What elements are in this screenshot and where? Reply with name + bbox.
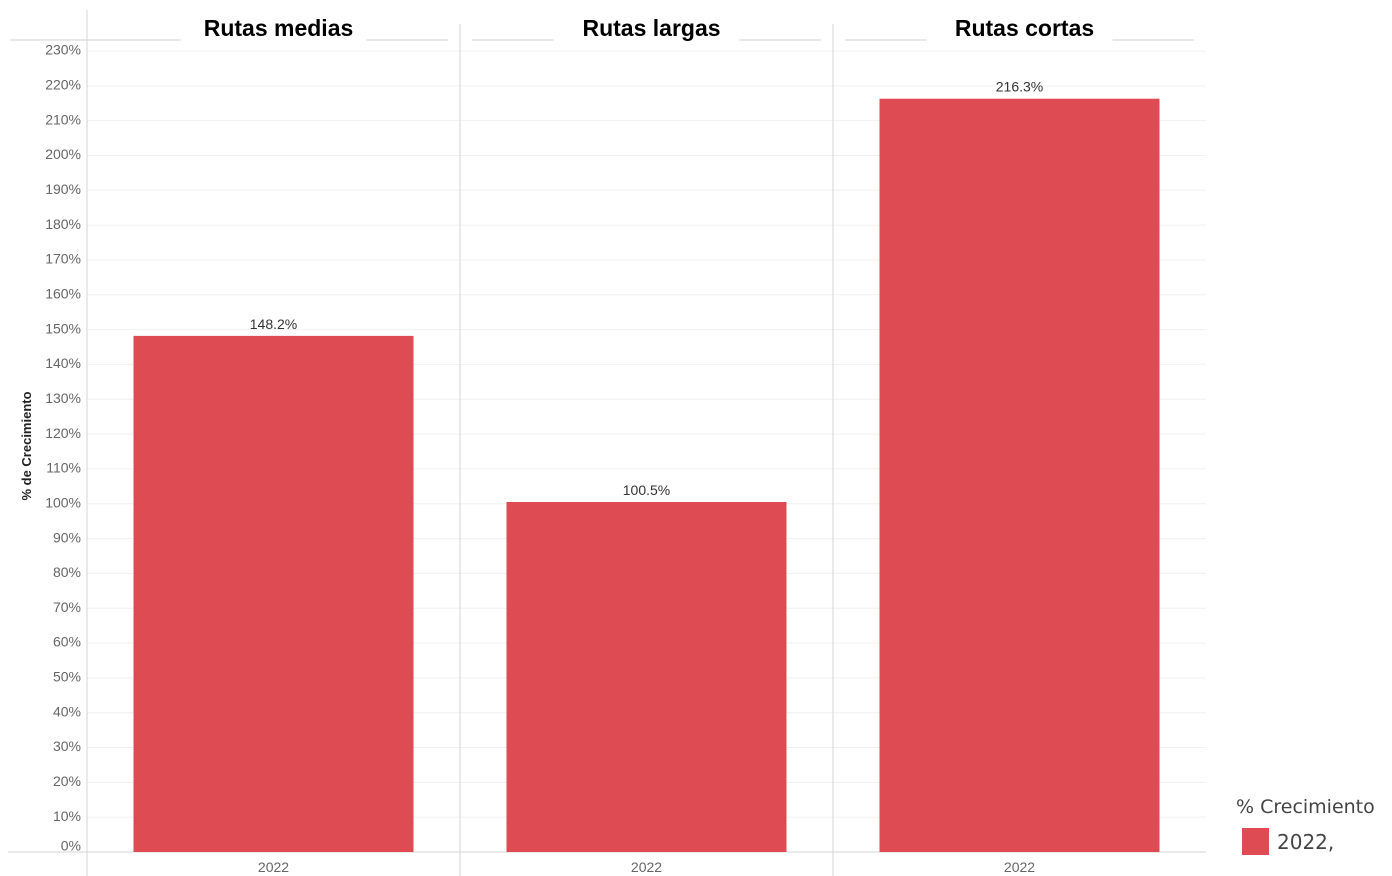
y-tick-label: 140% — [45, 355, 81, 371]
y-tick-label: 120% — [45, 425, 81, 441]
y-tick-label: 0% — [61, 838, 81, 854]
bar — [133, 335, 414, 852]
panel-title: Rutas largas — [582, 15, 720, 41]
x-axis-ticks: 2022 2022 2022 — [258, 859, 1035, 875]
y-tick-label: 20% — [53, 773, 81, 789]
y-tick-label: 30% — [53, 738, 81, 754]
bar — [879, 98, 1160, 853]
y-tick-label: 230% — [45, 42, 81, 58]
y-tick-label: 100% — [45, 494, 81, 510]
y-tick-label: 10% — [53, 808, 81, 824]
y-tick-label: 170% — [45, 251, 81, 267]
y-tick-label: 110% — [46, 460, 81, 476]
y-tick-label: 40% — [53, 703, 81, 719]
panel-title-background — [553, 10, 740, 50]
y-tick-label: 160% — [45, 285, 81, 301]
panel-dividers — [86, 10, 834, 876]
bar-value-label: 100.5% — [623, 482, 670, 498]
y-tick-label: 60% — [53, 634, 81, 650]
panel-title-background — [926, 10, 1113, 50]
y-tick-label: 210% — [45, 111, 81, 127]
y-tick-label: 130% — [45, 390, 81, 406]
y-tick-label: 220% — [45, 77, 81, 93]
bar-value-label: 216.3% — [996, 79, 1043, 95]
legend-item: 2022, — [1236, 828, 1375, 855]
y-tick-label: 190% — [45, 181, 81, 197]
y-axis-ticks: 0% 10% 20% 30% 40% 50% 60% 70% 80% 90% 100% 110% 120… — [45, 42, 81, 854]
y-axis-title: % de Crecimiento — [19, 391, 34, 500]
x-tick-label: 2022 — [631, 859, 662, 875]
x-tick-label: 2022 — [258, 859, 289, 875]
panel-titles: Rutas medias Rutas largas Rutas cortas — [99, 10, 1194, 50]
y-tick-label: 90% — [53, 529, 81, 545]
y-tick-label: 150% — [45, 320, 81, 336]
y-tick-label: 200% — [45, 146, 81, 162]
y-tick-label: 80% — [53, 564, 81, 580]
bar — [506, 501, 787, 852]
legend: % Crecimiento 2022, — [1236, 796, 1375, 855]
panel-title: Rutas cortas — [955, 15, 1094, 41]
legend-swatch — [1242, 828, 1269, 855]
bars: 148.2% 100.5% 216.3% — [133, 79, 1160, 853]
y-tick-label: 70% — [53, 599, 81, 615]
y-tick-label: 50% — [53, 669, 81, 685]
legend-title: % Crecimiento — [1236, 796, 1375, 818]
panel-title: Rutas medias — [204, 15, 354, 41]
y-tick-label: 180% — [45, 216, 81, 232]
panel-title-background — [180, 10, 367, 50]
bar-value-label: 148.2% — [250, 316, 297, 332]
legend-label: 2022, — [1277, 829, 1335, 854]
x-tick-label: 2022 — [1004, 859, 1035, 875]
